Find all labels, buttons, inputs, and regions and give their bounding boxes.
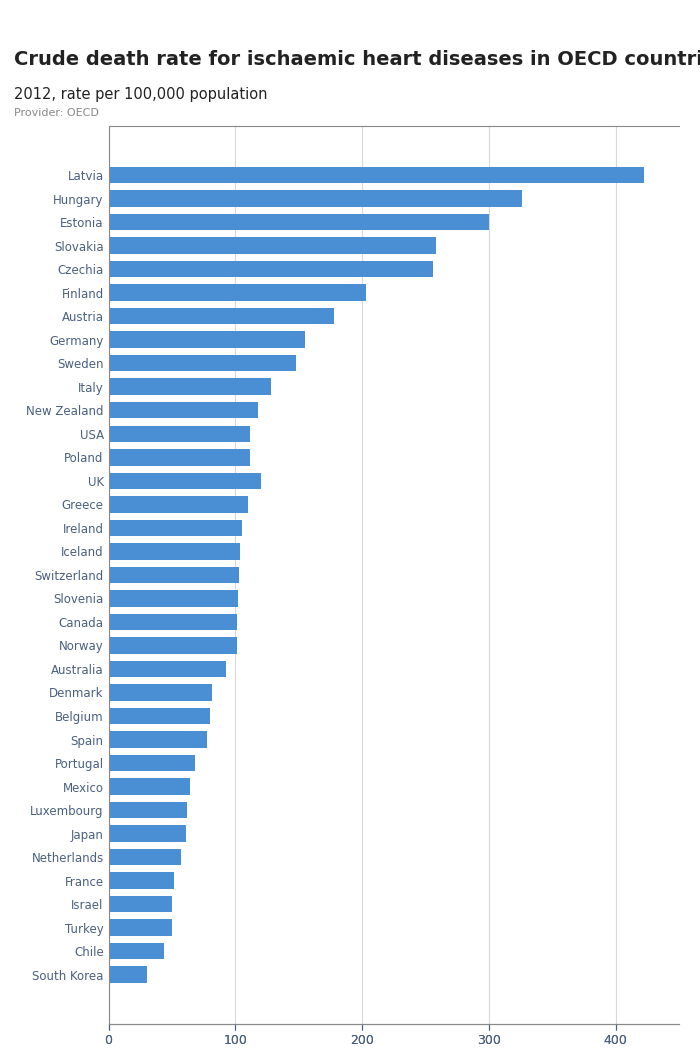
Bar bbox=[108, 449, 251, 465]
Bar bbox=[108, 685, 213, 700]
Bar bbox=[108, 708, 210, 724]
Bar bbox=[108, 402, 258, 419]
Bar bbox=[108, 848, 181, 865]
Bar bbox=[108, 260, 433, 277]
Bar bbox=[108, 237, 435, 254]
Bar bbox=[108, 543, 240, 560]
Bar bbox=[108, 873, 174, 889]
Bar bbox=[108, 613, 237, 630]
Bar bbox=[108, 472, 260, 489]
Bar bbox=[108, 167, 643, 184]
Bar bbox=[108, 332, 305, 348]
Bar bbox=[108, 660, 226, 677]
Bar bbox=[108, 355, 296, 372]
Bar bbox=[108, 590, 238, 607]
Bar bbox=[108, 425, 251, 442]
Bar bbox=[108, 966, 146, 983]
Bar bbox=[108, 637, 237, 654]
Bar bbox=[108, 520, 241, 537]
Text: Provider: OECD: Provider: OECD bbox=[14, 108, 99, 119]
Bar bbox=[108, 802, 187, 818]
Bar bbox=[108, 943, 164, 960]
Bar bbox=[108, 778, 190, 795]
Bar bbox=[108, 755, 195, 772]
Bar bbox=[108, 920, 172, 936]
Bar bbox=[108, 731, 207, 748]
Bar bbox=[108, 378, 271, 395]
Bar bbox=[108, 825, 186, 842]
Text: Crude death rate for ischaemic heart diseases in OECD countries: Crude death rate for ischaemic heart dis… bbox=[14, 50, 700, 69]
Bar bbox=[108, 896, 172, 912]
Bar bbox=[108, 285, 366, 301]
Bar bbox=[108, 308, 334, 324]
Bar bbox=[108, 496, 248, 512]
Bar bbox=[108, 567, 239, 583]
Text: figure.nz: figure.nz bbox=[583, 16, 659, 29]
Bar bbox=[108, 190, 522, 207]
Text: 2012, rate per 100,000 population: 2012, rate per 100,000 population bbox=[14, 87, 267, 102]
Bar bbox=[108, 214, 489, 230]
